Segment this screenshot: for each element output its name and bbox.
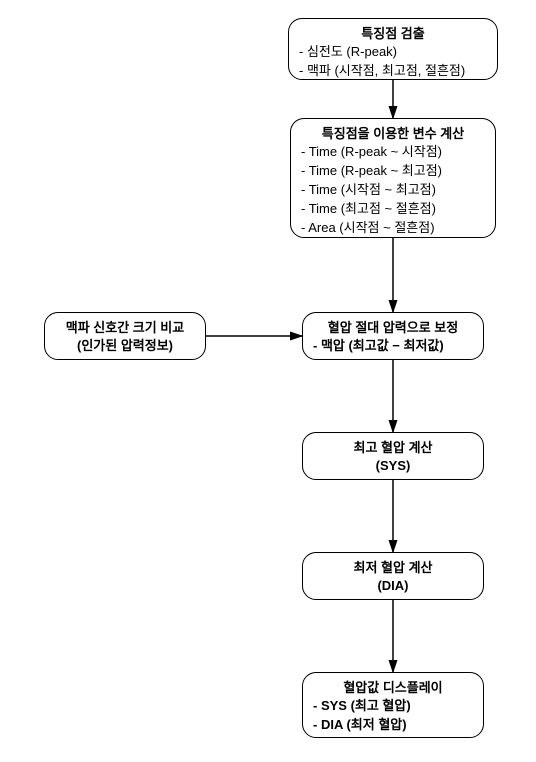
node-sys-calculation: 최고 혈압 계산 (SYS)	[302, 432, 484, 480]
node-title: 최저 혈압 계산	[313, 559, 473, 577]
node-line: - SYS (최고 혈압)	[313, 697, 473, 716]
node-line: - Area (시작점 ~ 절흔점)	[301, 219, 485, 238]
node-line: - Time (시작점 ~ 최고점)	[301, 181, 485, 200]
node-feature-detection: 특징점 검출 - 심전도 (R-peak) - 맥파 (시작점, 최고점, 절흔…	[288, 18, 498, 80]
node-title: 혈압 절대 압력으로 보정	[313, 319, 473, 337]
node-line: - 심전도 (R-peak)	[299, 43, 487, 62]
node-display: 혈압값 디스플레이 - SYS (최고 혈압) - DIA (최저 혈압)	[302, 672, 484, 738]
node-dia-calculation: 최저 혈압 계산 (DIA)	[302, 552, 484, 600]
node-line: - 맥압 (최고값 − 최저값)	[313, 337, 473, 356]
node-signal-comparison: 맥파 신호간 크기 비교 (인가된 압력정보)	[44, 312, 206, 360]
node-title: 특징점을 이용한 변수 계산	[301, 125, 485, 143]
node-title: 특징점 검출	[299, 25, 487, 43]
node-line: - 맥파 (시작점, 최고점, 절흔점)	[299, 62, 487, 81]
node-line: (SYS)	[313, 457, 473, 476]
node-line: - Time (R-peak ~ 최고점)	[301, 162, 485, 181]
node-line: (DIA)	[313, 577, 473, 596]
node-line: - Time (최고점 ~ 절흔점)	[301, 200, 485, 219]
flowchart-arrows	[0, 0, 536, 762]
node-title: 맥파 신호간 크기 비교	[55, 319, 195, 337]
node-title: 최고 혈압 계산	[313, 439, 473, 457]
node-line: - Time (R-peak ~ 시작점)	[301, 143, 485, 162]
node-line: - DIA (최저 혈압)	[313, 716, 473, 735]
node-variable-calculation: 특징점을 이용한 변수 계산 - Time (R-peak ~ 시작점) - T…	[290, 118, 496, 238]
node-title: 혈압값 디스플레이	[313, 679, 473, 697]
node-pressure-correction: 혈압 절대 압력으로 보정 - 맥압 (최고값 − 최저값)	[302, 312, 484, 360]
node-line: (인가된 압력정보)	[55, 337, 195, 356]
